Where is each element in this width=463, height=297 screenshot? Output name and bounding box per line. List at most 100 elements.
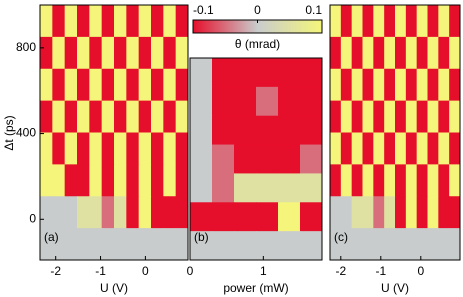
heatmap-cell: [101, 228, 115, 261]
heatmap-cell: [395, 132, 407, 165]
heatmap-cell: [234, 144, 257, 174]
heatmap-cell: [300, 231, 323, 261]
heatmap-cell: [175, 132, 189, 165]
heatmap-cell: [234, 86, 257, 117]
heatmap-cell: [405, 228, 418, 261]
x-tick-label: -2: [50, 264, 61, 278]
heatmap-cell: [89, 196, 103, 229]
heatmap-cell: [449, 196, 461, 229]
heatmap-cell: [151, 68, 164, 102]
x-tick-label: -2: [335, 264, 346, 278]
heatmap-cell: [384, 100, 396, 133]
heatmap-cell: [351, 228, 363, 261]
heatmap-cell: [234, 231, 257, 261]
heatmap-cell: [64, 68, 78, 102]
heatmap-cell: [373, 68, 385, 102]
heatmap-cell: [77, 196, 90, 229]
heatmap-cell: [151, 36, 164, 70]
heatmap-cell: [300, 202, 323, 232]
heatmap-cell: [278, 231, 301, 261]
panel-frame: [189, 57, 323, 261]
panel-frame: [39, 4, 189, 261]
heatmap-cell: [138, 228, 152, 261]
heatmap-cell: [52, 68, 66, 102]
heatmap-cell: [340, 36, 353, 70]
heatmap-cell: [300, 173, 323, 203]
heatmap-cell: [384, 5, 396, 38]
heatmap-cell: [330, 5, 342, 38]
heatmap-cell: [449, 5, 461, 38]
heatmap-cell: [89, 68, 103, 102]
heatmap-cell: [351, 5, 363, 38]
heatmap-cell: [40, 196, 53, 229]
heatmap-cell: [64, 36, 78, 70]
heatmap-cell: [362, 36, 374, 70]
colorbar-tick-label: -0.1: [193, 3, 214, 17]
heatmap-cell: [427, 68, 439, 102]
heatmap-cell: [151, 196, 164, 229]
heatmap-cell: [77, 36, 90, 70]
x-tick-label: 0: [187, 264, 194, 278]
heatmap-cell: [234, 58, 257, 88]
heatmap-cell: [395, 164, 407, 197]
heatmap-cell: [151, 164, 164, 197]
heatmap-cell: [278, 86, 301, 117]
heatmap-cell: [89, 36, 103, 70]
heatmap-cell: [416, 68, 428, 102]
heatmap-cell: [212, 202, 235, 232]
heatmap-cell: [40, 100, 53, 133]
heatmap-cell: [126, 228, 140, 261]
heatmap-cell: [138, 68, 152, 102]
heatmap-cell: [416, 5, 428, 38]
heatmap-cell: [126, 36, 140, 70]
heatmap-cell: [373, 5, 385, 38]
heatmap-cell: [449, 68, 461, 102]
heatmap-cell: [89, 228, 103, 261]
heatmap-cell: [405, 196, 418, 229]
heatmap-cell: [395, 196, 407, 229]
heatmap-cell: [449, 100, 461, 133]
heatmap-cell: [52, 196, 66, 229]
heatmap-cell: [405, 132, 418, 165]
heatmap-cell: [212, 144, 235, 174]
heatmap-cell: [114, 132, 127, 165]
heatmap-cell: [416, 100, 428, 133]
heatmap-cell: [405, 164, 418, 197]
heatmap-cell: [362, 132, 374, 165]
heatmap-cell: [416, 164, 428, 197]
heatmap-cell: [427, 36, 439, 70]
heatmap-cell: [340, 196, 353, 229]
colorbar-tick-label: 0: [254, 3, 261, 17]
heatmap-cell: [175, 196, 189, 229]
heatmap-cell: [384, 196, 396, 229]
heatmap-cell: [40, 68, 53, 102]
heatmap-cell: [427, 132, 439, 165]
heatmap-cell: [256, 86, 279, 117]
heatmap-cell: [163, 36, 177, 70]
heatmap-cell: [138, 132, 152, 165]
heatmap-cell: [438, 132, 450, 165]
heatmap-cell: [163, 68, 177, 102]
heatmap-cell: [373, 164, 385, 197]
heatmap-cell: [427, 196, 439, 229]
heatmap-cell: [114, 196, 127, 229]
heatmap-cell: [278, 202, 301, 232]
heatmap-cell: [212, 115, 235, 146]
x-axis-label: power (mW): [223, 281, 288, 295]
x-tick-label: -1: [95, 264, 106, 278]
heatmap-cell: [101, 36, 115, 70]
heatmap-cell: [405, 36, 418, 70]
heatmap-cell: [89, 132, 103, 165]
heatmap-cell: [395, 228, 407, 261]
y-tick-label: 0: [29, 211, 36, 225]
heatmap-cell: [190, 202, 213, 232]
heatmap-cell: [89, 5, 103, 38]
heatmap-cell: [300, 86, 323, 117]
heatmap-cell: [330, 164, 342, 197]
heatmap-cell: [77, 132, 90, 165]
heatmap-cell: [300, 144, 323, 174]
heatmap-cell: [101, 100, 115, 133]
heatmap-cell: [234, 202, 257, 232]
heatmap-cell: [101, 164, 115, 197]
